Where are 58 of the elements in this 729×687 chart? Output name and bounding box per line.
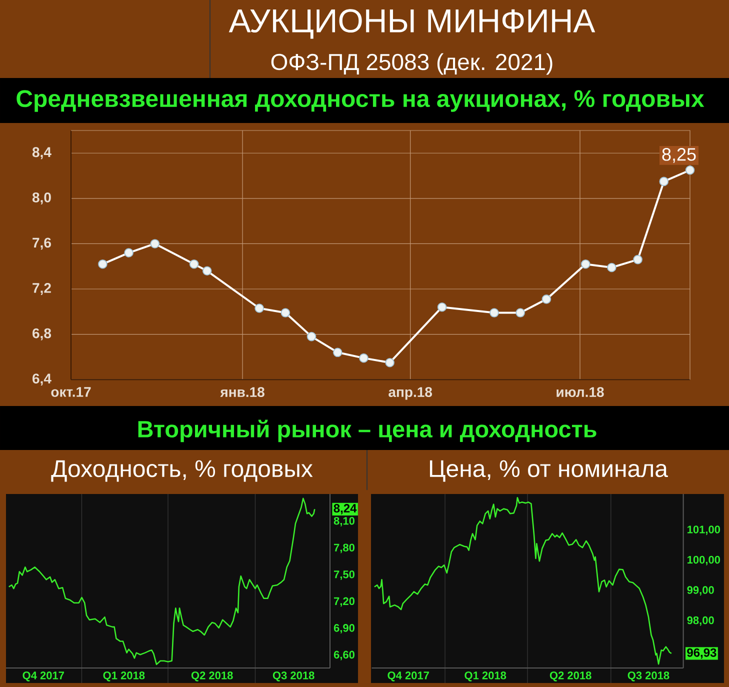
text: АУКЦИОНЫ МИНФИНА bbox=[228, 9, 596, 39]
y-tick-label: 6,8 bbox=[32, 328, 52, 340]
point bbox=[306, 332, 316, 342]
y-tick-label: 6,60 bbox=[334, 650, 354, 660]
y-tick-label: 6,4 bbox=[32, 374, 52, 386]
y-tick-label: 6,90 bbox=[334, 624, 354, 634]
data-label: 8,24 bbox=[334, 504, 357, 514]
point bbox=[659, 176, 669, 186]
point bbox=[202, 266, 212, 276]
chart-title: Цена, % от номинала bbox=[430, 460, 668, 482]
y-tick-label: 7,80 bbox=[334, 544, 354, 554]
x-tick-label: апр.18 bbox=[388, 387, 432, 400]
x-tick-label: июл.18 bbox=[556, 387, 604, 398]
y-tick-label: 7,20 bbox=[334, 597, 354, 607]
point bbox=[516, 308, 525, 318]
x-tick-label: Q2 2018 bbox=[550, 672, 592, 682]
y-tick-label: 8,0 bbox=[32, 192, 51, 204]
point bbox=[685, 165, 695, 175]
point bbox=[359, 353, 368, 363]
text: ОФЗ-ПД 25083 (дек. 2021) bbox=[271, 53, 552, 75]
x-tick-label: окт.17 bbox=[51, 387, 91, 397]
x-tick-label: Q2 2018 bbox=[191, 672, 233, 682]
y-tick-label: 8,10 bbox=[334, 516, 354, 526]
x-tick-label: Q3 2018 bbox=[628, 672, 670, 682]
y-tick-label: 101,00 bbox=[688, 526, 720, 535]
line-series bbox=[374, 496, 672, 665]
chart-title: Доходность, % годовых bbox=[51, 460, 313, 482]
y-tick-label: 98,00 bbox=[687, 616, 714, 626]
point bbox=[437, 302, 447, 312]
y-tick-label: 99,00 bbox=[687, 586, 714, 596]
text: Вторичный рынок – цена и доходность bbox=[138, 420, 596, 442]
chart-title: Средневзвешенная доходность на аукционах, % годовых bbox=[16, 90, 704, 112]
y-tick-label: 7,50 bbox=[334, 570, 354, 580]
x-tick-label: Q3 2018 bbox=[272, 672, 314, 682]
point bbox=[332, 348, 342, 358]
point bbox=[98, 259, 108, 269]
x-tick-label: Q1 2018 bbox=[464, 672, 506, 682]
point bbox=[124, 248, 134, 258]
point bbox=[490, 308, 499, 318]
point bbox=[633, 254, 642, 264]
point bbox=[254, 304, 264, 313]
point bbox=[607, 262, 616, 272]
point bbox=[280, 308, 290, 318]
point bbox=[542, 294, 552, 304]
data-label: 96,93 bbox=[687, 648, 716, 659]
x-tick-label: Q1 2018 bbox=[103, 672, 145, 682]
point bbox=[150, 239, 160, 248]
y-tick-label: 7,2 bbox=[32, 283, 51, 295]
y-tick-label: 8,4 bbox=[32, 147, 52, 160]
point bbox=[189, 259, 199, 269]
y-tick-label: 100,00 bbox=[688, 556, 720, 566]
x-tick-label: янв.18 bbox=[220, 387, 264, 398]
point bbox=[580, 259, 590, 269]
x-tick-label: Q4 2017 bbox=[388, 672, 429, 682]
x-tick-label: Q4 2017 bbox=[22, 672, 64, 682]
point bbox=[385, 358, 394, 368]
y-tick-label: 7,6 bbox=[32, 238, 51, 250]
data-label: 8,25 bbox=[662, 148, 696, 163]
